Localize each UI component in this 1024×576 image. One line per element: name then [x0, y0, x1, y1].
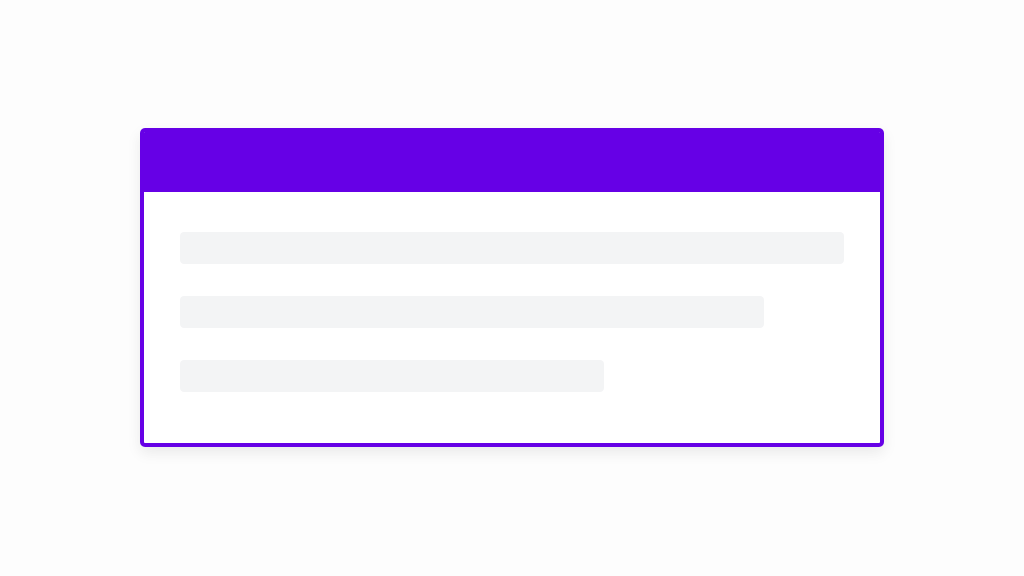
card-header [144, 132, 880, 192]
skeleton-line [180, 232, 844, 264]
skeleton-line [180, 296, 764, 328]
skeleton-line [180, 360, 604, 392]
skeleton-card [140, 128, 884, 447]
